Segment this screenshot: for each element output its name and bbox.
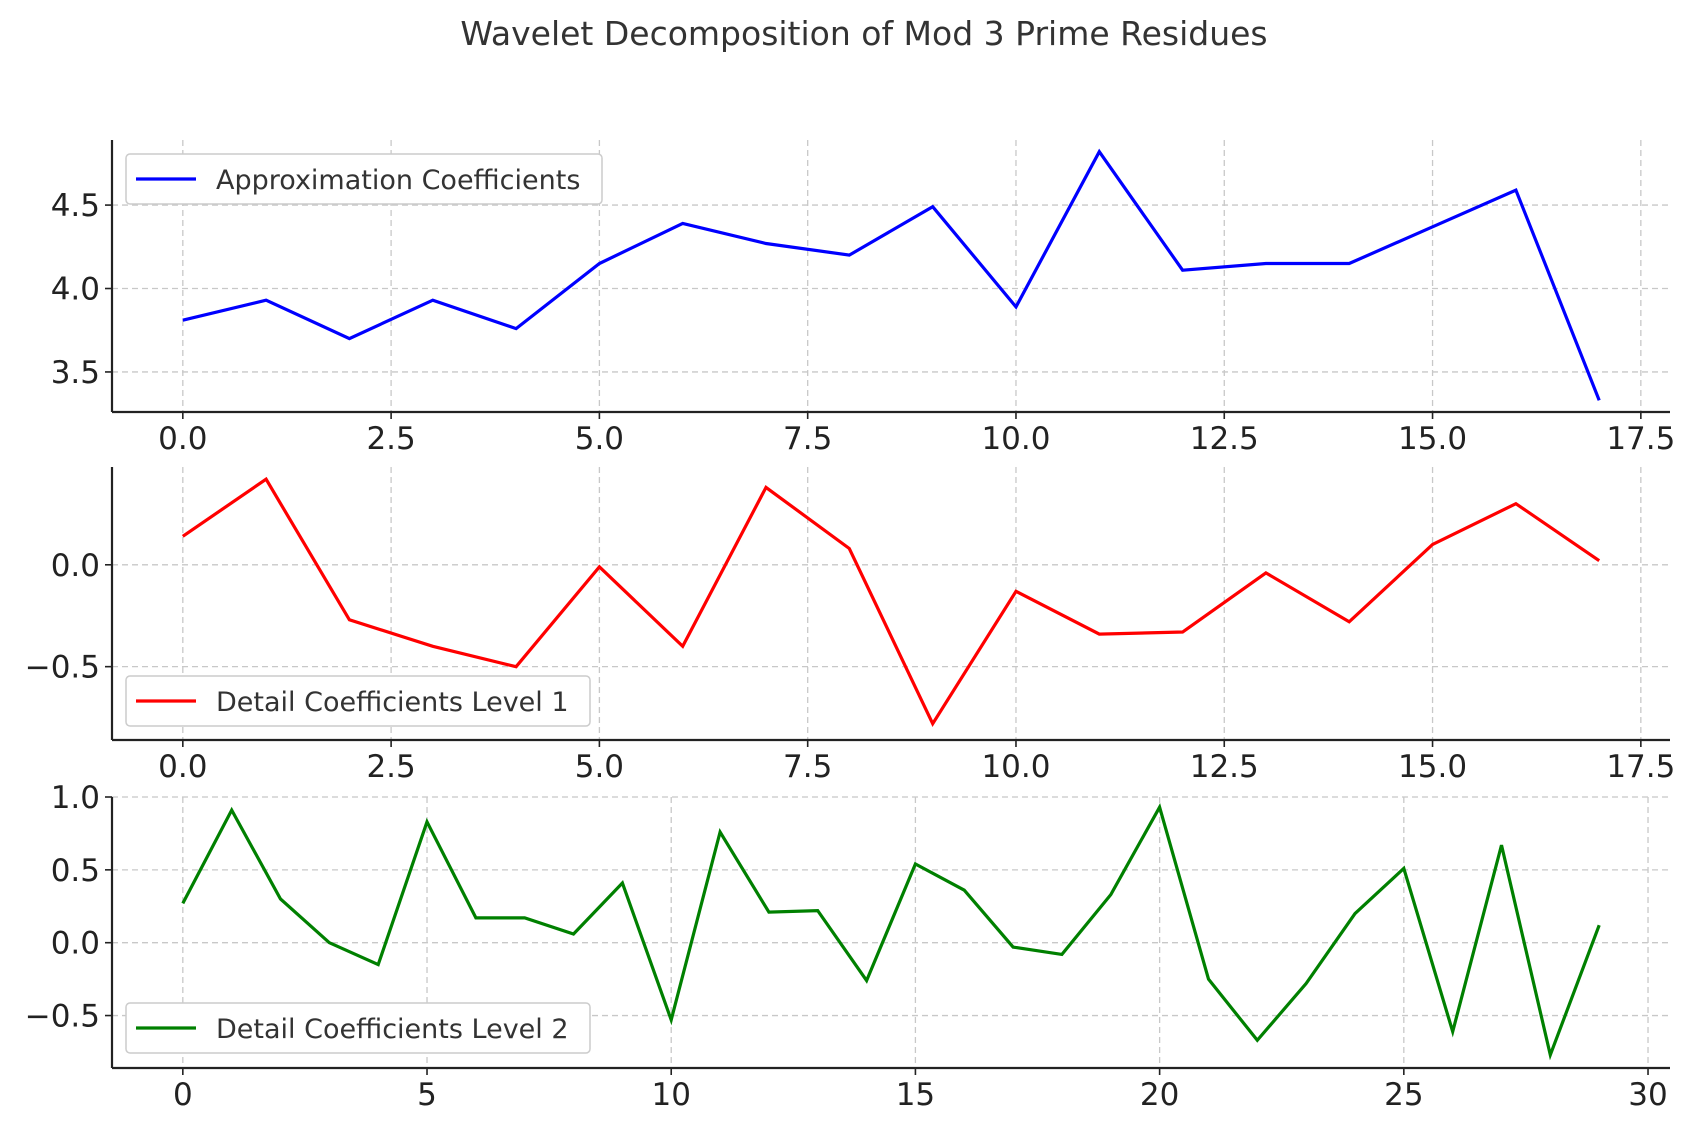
x-tick-label: 5.0 xyxy=(575,421,624,457)
series-line xyxy=(181,476,1601,728)
legend-box xyxy=(125,675,591,727)
legend: Detail Coefficients Level 1 xyxy=(125,675,591,727)
legend: Approximation Coefficients xyxy=(125,153,603,205)
x-tick-label: 5 xyxy=(417,1077,437,1113)
y-tick-label: −0.5 xyxy=(25,650,100,686)
x-tick-label: 17.5 xyxy=(1606,749,1675,785)
legend-label: Approximation Coefficients xyxy=(216,165,580,196)
x-tick-label: 12.5 xyxy=(1190,749,1259,785)
x-tick-label: 5.0 xyxy=(575,749,624,785)
legend-box xyxy=(125,153,603,205)
y-tick-label: 0.0 xyxy=(51,548,100,584)
y-tick-label: 4.5 xyxy=(51,188,100,224)
x-tick-label: 7.5 xyxy=(783,421,832,457)
legend-label: Detail Coefficients Level 2 xyxy=(216,1014,569,1045)
y-tick-label: −0.5 xyxy=(25,999,100,1035)
y-tick-label: 0.0 xyxy=(51,926,100,962)
x-tick-label: 0.0 xyxy=(158,749,207,785)
y-tick-label: 0.5 xyxy=(51,853,100,889)
x-tick-label: 0 xyxy=(173,1077,193,1113)
x-tick-label: 12.5 xyxy=(1190,421,1259,457)
panel-approximation-coefficients: 0.0 2.5 5.0 7.5 10.0 12.5 15.0 17.5 3.5 4.0 4.5 App… xyxy=(51,140,1675,457)
legend-label: Detail Coefficients Level 1 xyxy=(216,687,569,718)
y-tick-label: 1.0 xyxy=(51,780,100,816)
x-tick-label: 7.5 xyxy=(783,749,832,785)
y-tick-label: 3.5 xyxy=(51,355,100,391)
x-tick-label: 0.0 xyxy=(158,421,207,457)
x-tick-label: 15 xyxy=(896,1077,935,1113)
x-tick-label: 15.0 xyxy=(1398,749,1467,785)
x-tick-label: 20 xyxy=(1140,1077,1179,1113)
x-tick-label: 10 xyxy=(651,1077,690,1113)
x-tick-label: 25 xyxy=(1384,1077,1423,1113)
y-tick-label: 4.0 xyxy=(51,272,100,308)
x-tick-label: 17.5 xyxy=(1606,421,1675,457)
x-tick-label: 10.0 xyxy=(981,749,1050,785)
x-tick-label: 2.5 xyxy=(366,749,415,785)
legend: Detail Coefficients Level 2 xyxy=(125,1002,591,1054)
panel-detail-coefficients-level-1: 0.0 2.5 5.0 7.5 10.0 12.5 15.0 17.5 −0.5 0.0 Detai… xyxy=(25,467,1675,785)
legend-box xyxy=(125,1002,591,1054)
x-tick-label: 2.5 xyxy=(366,421,415,457)
x-tick-label: 15.0 xyxy=(1398,421,1467,457)
x-tick-label: 10.0 xyxy=(981,421,1050,457)
series-line xyxy=(182,148,1601,401)
figure-title: Wavelet Decomposition of Mod 3 Prime Res… xyxy=(460,14,1267,53)
x-tick-label: 30 xyxy=(1628,1077,1667,1113)
panel-detail-coefficients-level-2: 0 5 10 15 20 25 30 −0.5 0.0 0.5 1.0 Detail Coeffici… xyxy=(25,780,1670,1113)
series-line xyxy=(181,803,1601,1061)
